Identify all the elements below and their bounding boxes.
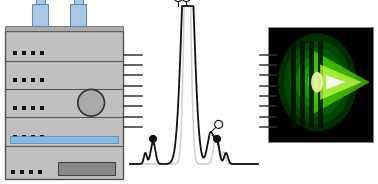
Bar [5,31,123,179]
Ellipse shape [312,76,322,89]
Bar [31,135,35,139]
Bar [13,135,17,139]
Bar [36,0,45,4]
Bar [40,135,44,139]
Circle shape [78,89,104,116]
Bar [40,106,44,110]
Bar [22,78,26,82]
Ellipse shape [278,33,357,131]
Bar [40,78,44,82]
Bar [22,51,26,55]
Polygon shape [320,64,362,100]
Ellipse shape [290,48,345,116]
Bar [33,4,48,26]
Circle shape [150,135,156,142]
Bar [22,135,26,139]
Bar [40,51,44,55]
Polygon shape [326,75,346,89]
Ellipse shape [302,63,333,102]
Bar [13,51,17,55]
Bar [31,106,35,110]
Ellipse shape [296,55,339,109]
Bar [31,78,35,82]
Ellipse shape [308,70,327,94]
Bar [5,26,123,31]
Bar [309,41,314,128]
Bar [13,106,17,110]
Circle shape [182,0,191,1]
Bar [70,4,86,26]
Bar [31,51,35,55]
Bar [268,27,373,142]
Circle shape [214,135,220,142]
Bar [13,78,17,82]
Bar [29,170,33,174]
Bar [300,41,305,128]
Bar [291,41,296,128]
Bar [11,170,15,174]
Polygon shape [312,50,370,114]
Ellipse shape [311,72,323,93]
Bar [20,170,24,174]
Circle shape [215,120,223,128]
Bar [22,106,26,110]
Bar [10,137,118,144]
Bar [318,41,323,128]
Bar [74,0,83,4]
Ellipse shape [284,41,351,124]
Circle shape [174,0,183,1]
Bar [38,170,42,174]
Bar [58,162,115,175]
